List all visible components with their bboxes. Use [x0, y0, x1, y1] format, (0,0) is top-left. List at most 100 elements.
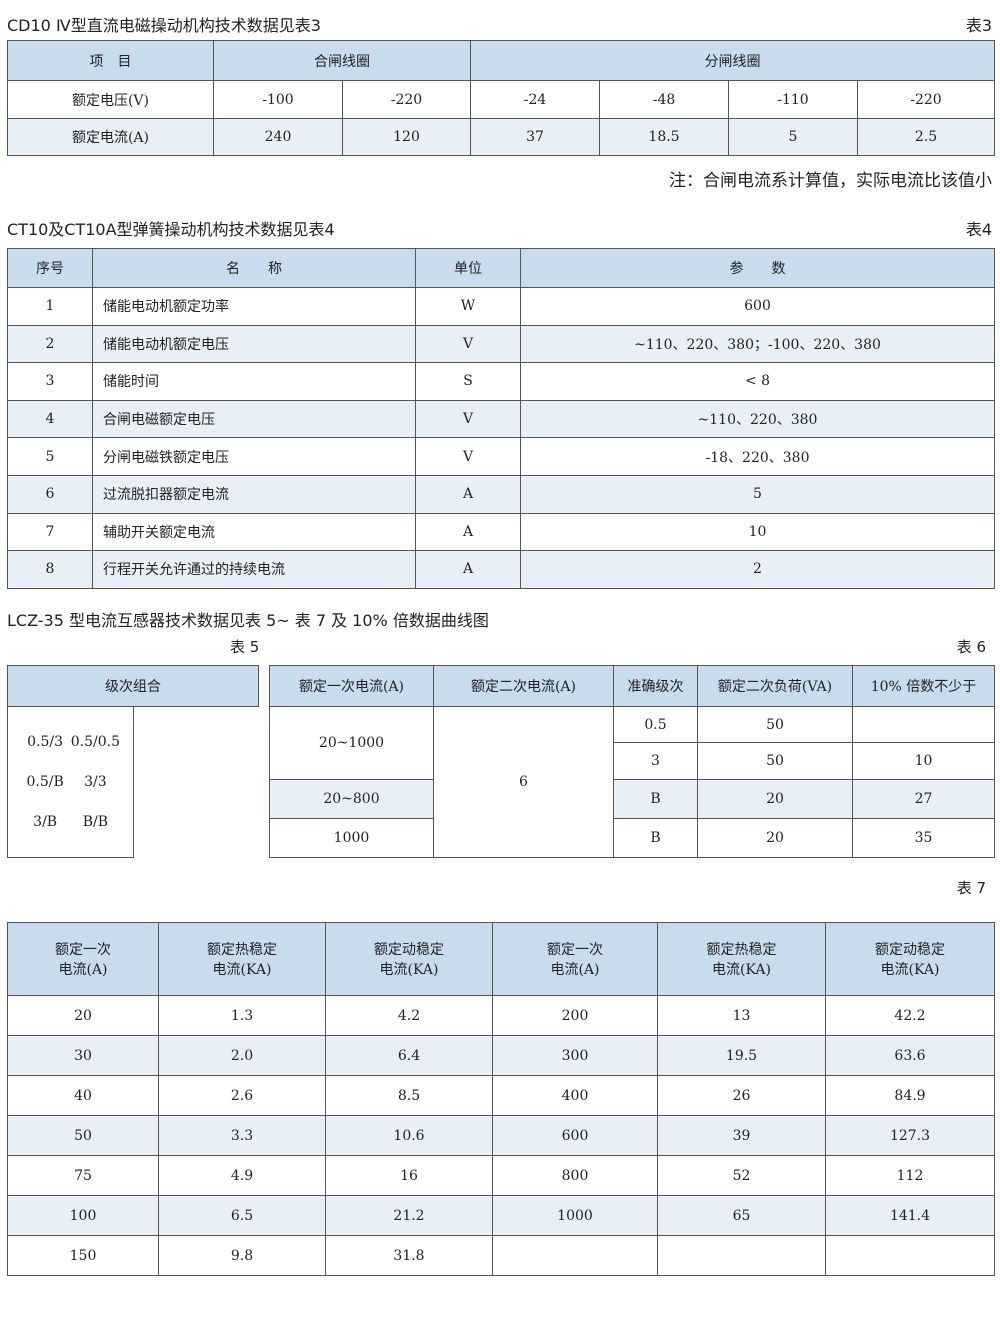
cell: 8: [7, 550, 93, 589]
cell: -24: [470, 80, 600, 119]
table7-label: 表 7: [956, 879, 986, 897]
cell: 合闸电磁额定电压: [92, 399, 416, 439]
cell: 35: [852, 818, 995, 858]
cell: 辅助开关额定电流: [92, 512, 416, 552]
cell: 20: [697, 818, 853, 858]
cell: 10.6: [325, 1115, 493, 1156]
cell: 39: [657, 1115, 826, 1156]
cell: 16: [325, 1155, 493, 1196]
cell: 10: [852, 742, 995, 780]
cell: 6: [433, 706, 614, 858]
cell: 400: [492, 1075, 658, 1116]
cell: 100: [7, 1195, 159, 1236]
table-row: 50 3.3 10.6 600 39 127.3: [7, 1115, 995, 1156]
cell: 63.6: [825, 1035, 995, 1076]
header-cell: 10% 倍数不少于: [852, 665, 995, 707]
row-label: 额定电流(A): [7, 118, 214, 156]
header-cell: 合闸线圈: [213, 40, 471, 81]
cell: [852, 706, 995, 743]
cell: V: [415, 437, 521, 476]
header-line: 额定动稳定: [875, 942, 945, 958]
cell: S: [415, 362, 521, 401]
cell: 2.0: [158, 1035, 326, 1076]
cell: 42.2: [825, 995, 995, 1036]
cell: 7: [7, 512, 93, 552]
table4-title: CT10及CT10A型弹簧操动机构技术数据见表4: [7, 220, 335, 239]
cell: [492, 1235, 658, 1276]
cell: 1.3: [158, 995, 326, 1036]
table4-label: 表4: [965, 220, 992, 239]
header-cell: 分闸线圈: [470, 40, 995, 81]
header-cell: 项 目: [7, 40, 214, 81]
cell: 6.5: [158, 1195, 326, 1236]
cell: 30: [7, 1035, 159, 1076]
table3-label: 表3: [965, 16, 992, 35]
cell: 20: [697, 779, 853, 819]
table3-title: CD10 Ⅳ型直流电磁操动机构技术数据见表3: [7, 16, 321, 35]
cell: 127.3: [825, 1115, 995, 1156]
table4: 序号名 称单位参 数 1 储能电动机额定功率 W 600 2 储能电动机额定电压 V ~110…: [7, 248, 995, 589]
header-cell: 名 称: [92, 248, 416, 288]
cell: 40: [7, 1075, 159, 1116]
header-line: 电流(KA): [212, 962, 272, 978]
row-label: 额定电压(V): [7, 80, 214, 119]
cell: 65: [657, 1195, 826, 1236]
table5-label: 表 5: [230, 638, 260, 656]
cell: -18、220、380: [520, 437, 995, 476]
cell: 9.8: [158, 1235, 326, 1276]
cell: 112: [825, 1155, 995, 1196]
cell: V: [415, 324, 521, 364]
cell: 800: [492, 1155, 658, 1196]
cell: 3.3: [158, 1115, 326, 1156]
cell: 19.5: [657, 1035, 826, 1076]
cell: 5: [728, 118, 858, 156]
cell: 13: [657, 995, 826, 1036]
header-cell: 额定一次电流(A): [7, 922, 159, 996]
cell: 141.4: [825, 1195, 995, 1236]
header-line: 额定热稳定: [207, 942, 277, 958]
header-cell: 级次组合: [7, 665, 259, 707]
header-line: 电流(KA): [712, 962, 771, 978]
cell: 2: [520, 550, 995, 589]
cell: -48: [599, 80, 729, 119]
table-row: 150 9.8 31.8: [7, 1235, 995, 1276]
cell: 18.5: [599, 118, 729, 156]
cell: 储能电动机额定电压: [92, 324, 416, 364]
cell: 储能电动机额定功率: [92, 287, 416, 326]
header-line: 额定热稳定: [706, 942, 777, 958]
cell: W: [415, 287, 521, 326]
header-cell: 额定动稳定 电流(KA): [825, 922, 995, 996]
header-line: 电流(A): [58, 962, 108, 978]
cell: 300: [492, 1035, 658, 1076]
cell: 20~800: [269, 779, 434, 819]
cell: 4.9: [158, 1155, 326, 1196]
cell: 50: [697, 706, 853, 743]
table7: 额定一次 电流(A) 额定热稳定 电流(KA) 额定动稳定 电流(KA) 额定一次 电流(A)…: [7, 922, 995, 1276]
cell: 3: [613, 742, 698, 780]
table-row: 7 辅助开关额定电流 A 10: [7, 512, 995, 552]
header-cell: 额定二次负荷(VA): [697, 665, 853, 707]
combo: B/B: [82, 814, 109, 830]
table-row: 100 6.5 21.2 1000 65 141.4: [7, 1195, 995, 1236]
cell: 37: [470, 118, 600, 156]
cell: 1000: [492, 1195, 658, 1236]
cell: -220: [857, 80, 995, 119]
cell: 600: [520, 287, 995, 326]
table-row: 5 分闸电磁铁额定电压 V -18、220、380: [7, 437, 995, 476]
cell: 21.2: [325, 1195, 493, 1236]
header-cell: 额定二次电流(A): [433, 665, 614, 707]
cell: 10: [520, 512, 995, 552]
combo-cell: 0.5/3 0.5/0.5 0.5/B 3/3 3/B B/B: [7, 706, 134, 858]
cell: 1: [7, 287, 93, 326]
cell: < 8: [520, 362, 995, 401]
table3-note: 注：合闸电流系计算值，实际电流比该值小: [669, 171, 992, 191]
table-row: 1 储能电动机额定功率 W 600: [7, 287, 995, 326]
cell: 200: [492, 995, 658, 1036]
table-row: 40 2.6 8.5 400 26 84.9: [7, 1075, 995, 1116]
cell: 4.2: [325, 995, 493, 1036]
header-line: 额定动稳定: [374, 942, 444, 958]
cell: -110: [728, 80, 858, 119]
header-cell: 单位: [415, 248, 521, 288]
header-line: 电流(KA): [379, 962, 439, 978]
cell: 240: [213, 118, 343, 156]
